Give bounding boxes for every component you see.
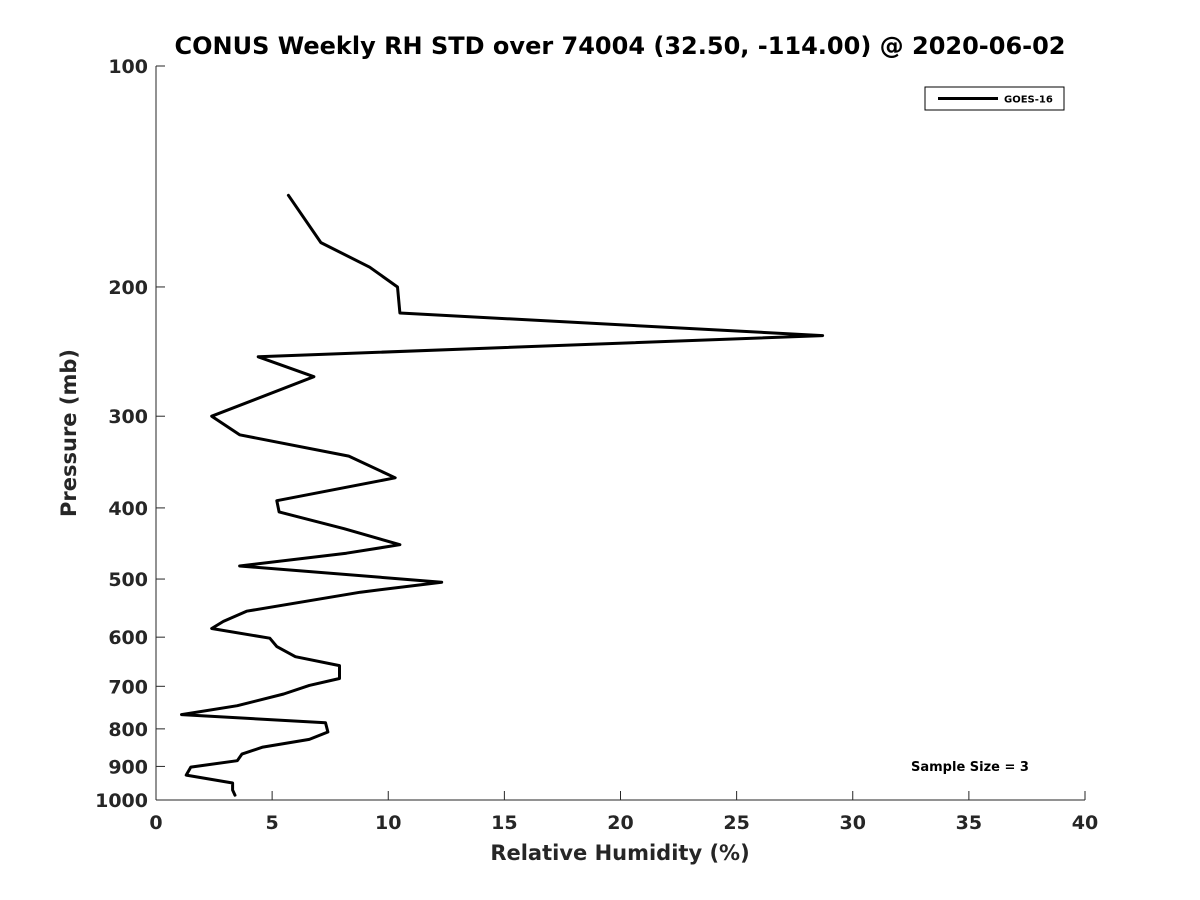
series-line-goes-16: [180, 193, 825, 797]
y-tick-label: 900: [108, 756, 148, 778]
y-tick-label: 600: [108, 627, 148, 649]
x-tick-label: 35: [956, 812, 982, 834]
y-tick-label: 1000: [95, 790, 148, 812]
y-tick-label: 300: [108, 406, 148, 428]
y-axis-ticks: 100 200 300 400 500 600 700 800 900 1000: [95, 56, 165, 812]
x-axis-ticks: 0 5 10 15 20 25 30 35 40: [149, 791, 1098, 834]
legend: GOES-16: [924, 86, 1065, 111]
y-tick-label: 200: [108, 277, 148, 299]
chart-title: CONUS Weekly RH STD over 74004 (32.50, -…: [174, 32, 1065, 60]
y-tick-label: 400: [108, 498, 148, 520]
y-tick-label: 700: [108, 676, 148, 698]
x-tick-label: 5: [266, 812, 279, 834]
y-tick-label: 100: [108, 56, 148, 78]
x-tick-label: 15: [491, 812, 517, 834]
x-tick-label: 30: [840, 812, 866, 834]
x-tick-label: 10: [375, 812, 401, 834]
series-layer: [180, 193, 825, 797]
y-tick-label: 500: [108, 569, 148, 591]
sample-size-annotation: Sample Size = 3: [911, 760, 1029, 775]
legend-label-goes-16: GOES-16: [1004, 95, 1053, 106]
x-tick-label: 20: [607, 812, 633, 834]
y-axis-label: Pressure (mb): [57, 349, 81, 517]
x-tick-label: 0: [149, 812, 162, 834]
x-tick-label: 25: [723, 812, 749, 834]
x-tick-label: 40: [1072, 812, 1098, 834]
y-tick-label: 800: [108, 719, 148, 741]
x-axis-label: Relative Humidity (%): [490, 841, 749, 865]
